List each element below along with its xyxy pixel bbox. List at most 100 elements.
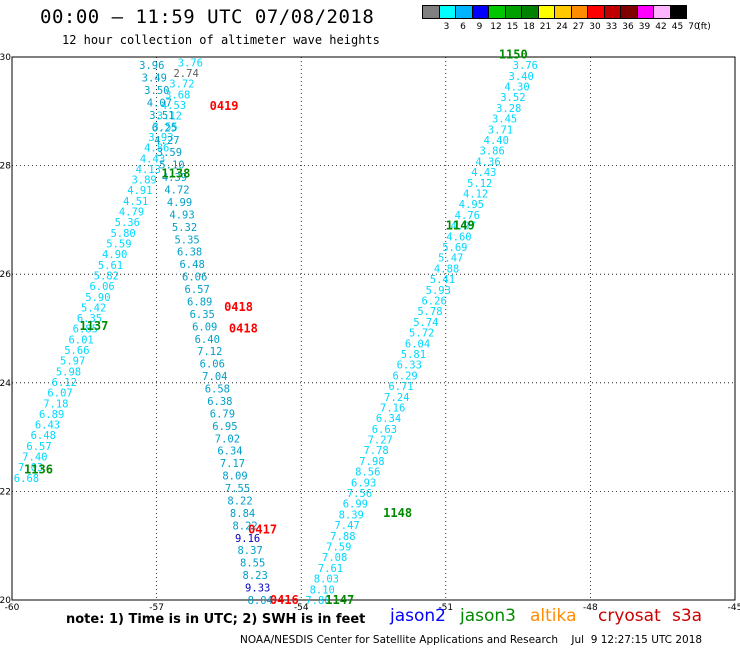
wave-height-point: 7.24 [384,392,409,404]
color-swatch-label: 18 [523,22,535,32]
wave-height-point: 6.71 [388,381,413,393]
pass-number-label: 1147 [325,593,354,607]
wave-height-point: 9.33 [245,583,270,595]
wave-height-point: 4.86 [144,143,169,155]
wave-height-point: 3.76 [178,57,203,69]
wave-height-point: 5.66 [64,345,89,357]
wave-height-point: 7.59 [326,542,351,554]
wave-height-point: 7.08 [322,552,347,564]
wave-height-point: 6.35 [190,309,215,321]
note-text: note: 1) Time is in UTC; 2) SWH is in fe… [66,612,366,627]
color-swatch-label: 27 [572,22,585,32]
y-tick-label: 24 [0,379,11,389]
wave-height-point: 4.39 [162,172,187,184]
wave-height-point: 8.03 [314,574,339,586]
wave-height-point: 6.68 [14,473,39,485]
wave-height-point: 5.61 [98,260,123,272]
wave-height-point: 6.29 [392,370,417,382]
wave-height-point: 7.03 [18,462,43,474]
color-swatch-label: 30 [589,22,601,32]
wave-height-point: 8.10 [310,584,335,596]
wave-height-point: 6.34 [217,446,242,458]
wave-height-point: 6.26 [421,295,446,307]
wave-height-point: 5.41 [430,274,455,286]
wave-height-point: 4.43 [140,153,165,165]
wave-height-point: 6.93 [351,477,376,489]
wave-height-point: 4.53 [161,100,186,112]
color-scale-unit: (ft) [697,22,711,32]
wave-height-point: 7.55 [225,483,250,495]
pass-number-label: 1149 [446,218,475,232]
wave-height-point: 3.55 [152,121,177,133]
wave-height-point: 5.69 [442,242,467,254]
wave-height-point: 4.27 [154,135,179,147]
wave-height-point: 3.40 [509,71,534,83]
legend-s3a: s3a [672,606,703,626]
wave-height-point: 6.09 [192,321,217,333]
wave-height-point: 8.23 [243,570,268,582]
x-tick-label: -45 [728,603,740,613]
wave-height-point: 5.32 [172,222,197,234]
wave-height-point: 7.18 [43,398,68,410]
wave-height-point: 4.90 [102,249,127,261]
pass-number-label: 1148 [383,506,412,520]
wave-height-point: 4.97 [451,221,476,233]
color-swatch-label: 12 [490,22,502,32]
wave-height-point: 6.12 [52,377,77,389]
wave-height-point: 8.56 [355,467,380,479]
wave-height-point: 4.76 [455,210,480,222]
wave-height-point: 9.16 [235,533,260,545]
y-tick-label: 22 [0,487,11,497]
wave-height-point: 6.35 [77,313,102,325]
chart-subtitle: 12 hour collection of altimeter wave hei… [62,33,380,47]
wave-height-point: 5.81 [401,349,426,361]
legend-jason2: jason2 [390,606,446,626]
wave-height-point: 3.49 [142,73,167,85]
pass-number-label: 0419 [210,99,239,113]
wave-height-point: 6.38 [207,396,232,408]
wave-height-point: 8.84 [230,508,255,520]
wave-height-point: 3.86 [480,146,505,158]
x-tick-label: -57 [149,603,164,613]
wave-height-point: 3.93 [148,132,173,144]
wave-height-point: 4.91 [127,185,152,197]
pass-number-label: 0418 [229,322,258,336]
wave-height-point: 5.36 [115,217,140,229]
wave-height-point: 5.59 [106,238,131,250]
wave-height-point: 4.72 [164,185,189,197]
wave-height-point: 3.52 [500,92,525,104]
x-tick-label: -54 [294,603,309,613]
y-tick-label: 26 [0,270,11,280]
wave-height-point: 8.22 [232,520,257,532]
wave-height-point: 6.25 [152,122,177,134]
color-scale [422,5,687,19]
wave-height-point: 6.58 [205,384,230,396]
wave-height-point: 7.88 [330,531,355,543]
wave-height-point: 3.59 [157,147,182,159]
wave-height-point: 6.48 [31,430,56,442]
color-swatch-label: 70 [688,22,700,32]
wave-height-point: 7.56 [347,488,372,500]
wave-height-point: 6.85 [73,324,98,336]
wave-height-point: 7.04 [202,371,227,383]
wave-height-point: 6.89 [39,409,64,421]
legend-jason3: jason3 [460,606,516,626]
wave-height-point: 5.97 [60,356,85,368]
wave-height-point: 4.95 [459,199,484,211]
wave-height-point: 5.98 [56,366,81,378]
wave-height-point: 7.12 [197,346,222,358]
wave-height-point: 7.27 [368,435,393,447]
wave-height-point: 5.93 [426,285,451,297]
wave-height-point: 6.63 [372,424,397,436]
wave-height-point: 5.78 [417,306,442,318]
wave-height-point: 3.71 [488,124,513,136]
wave-height-point: 3.45 [492,114,517,126]
x-tick-label: -60 [5,603,20,613]
wave-height-point: 4.79 [119,207,144,219]
wave-height-point: 5.10 [159,160,184,172]
wave-height-point: 6.34 [376,413,401,425]
wave-height-point: 4.43 [471,167,496,179]
color-swatch-label: 24 [556,22,568,32]
wave-height-point: 2.74 [173,68,198,80]
color-swatch-label: 39 [638,22,651,32]
